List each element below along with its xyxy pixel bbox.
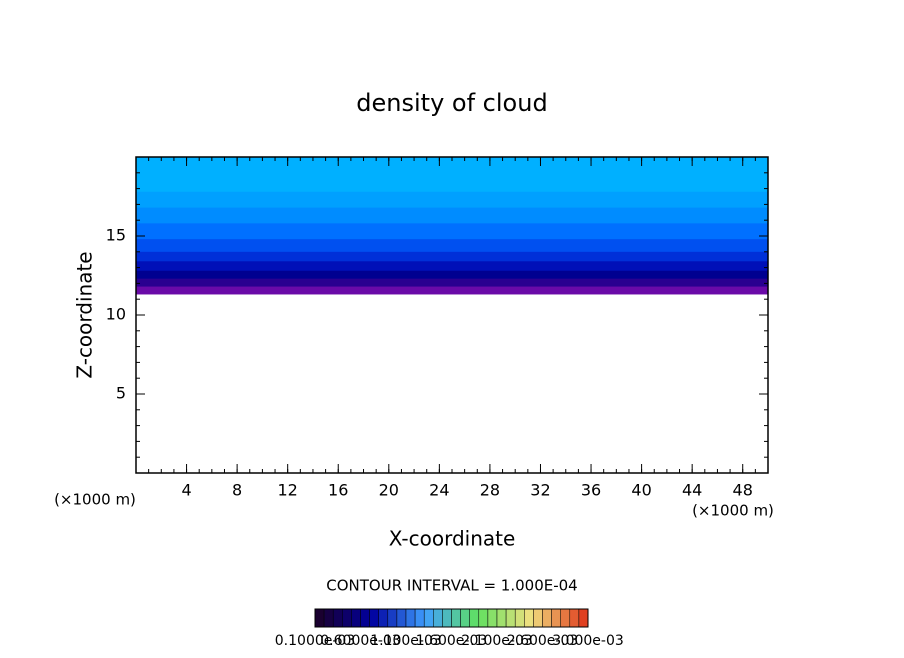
colorbar-cell: [387, 608, 398, 628]
colorbar-cell: [405, 608, 416, 628]
x-tick-label: 32: [530, 481, 550, 500]
y-axis-label: Z-coordinate: [73, 251, 97, 378]
colorbar-label: 2.100e-03: [461, 633, 533, 649]
colorbar-label: 1.100e-03: [370, 633, 442, 649]
colorbar-cell: [451, 608, 461, 628]
colorbar-cell: [396, 608, 407, 628]
colorbar-cell: [496, 608, 507, 628]
x-tick-label: 4: [181, 481, 191, 500]
colorbar-cell: [342, 608, 352, 628]
colorbar-cell: [469, 608, 480, 628]
x-tick-label: 24: [429, 481, 449, 500]
colorbar-cell: [332, 608, 343, 628]
y-tick-label: 10: [106, 305, 126, 324]
colorbar-cell: [360, 608, 370, 628]
x-tick-label: 12: [278, 481, 298, 500]
colorbar-frame: [314, 608, 589, 628]
colorbar-label: 0.6000e-03: [320, 633, 400, 649]
colorbar-cell: [569, 608, 580, 628]
colorbar-cell: [414, 608, 425, 628]
colorbar-cell: [505, 608, 516, 628]
colorbar-cell: [578, 608, 589, 628]
colorbar-label: 1.600e-03: [416, 633, 488, 649]
colorbar-cell: [524, 608, 534, 628]
colorbar-cell: [533, 608, 543, 628]
x-tick-label: 28: [480, 481, 500, 500]
x-unit: (×1000 m): [692, 502, 774, 520]
colorbar-cell: [433, 608, 443, 628]
colorbar-cell: [442, 608, 452, 628]
colorbar-cell: [369, 608, 379, 628]
x-tick-label: 40: [631, 481, 651, 500]
colorbar-cell: [460, 608, 470, 628]
colorbar-cell: [487, 608, 498, 628]
x-tick-label: 36: [581, 481, 601, 500]
contour-interval: CONTOUR INTERVAL = 1.000E-04: [326, 577, 577, 595]
y-unit: (×1000 m): [54, 491, 136, 509]
x-tick-label: 20: [379, 481, 399, 500]
colorbar-cell: [478, 608, 489, 628]
colorbar-label: 0.1000e-03: [275, 633, 355, 649]
colorbar-cell: [551, 608, 561, 628]
colorbar-cell: [351, 608, 361, 628]
x-tick-label: 48: [733, 481, 753, 500]
colorbar-cell: [423, 608, 434, 628]
colorbar-cell: [323, 608, 334, 628]
colorbar-cell: [560, 608, 571, 628]
chart-title: density of cloud: [356, 89, 547, 117]
colorbar-cell: [514, 608, 525, 628]
x-tick-label: 44: [682, 481, 702, 500]
colorbar-cell: [314, 608, 325, 628]
colorbar-label: 2.600e-03: [507, 633, 579, 649]
y-tick-label: 15: [106, 226, 126, 245]
colorbar-cell: [542, 608, 552, 628]
x-tick-label: 8: [232, 481, 242, 500]
x-tick-label: 16: [328, 481, 348, 500]
x-axis-label: X-coordinate: [389, 527, 516, 551]
colorbar-cell: [378, 608, 389, 628]
contour-band: [136, 157, 768, 192]
colorbar-label: 3.000e-03: [552, 633, 624, 649]
y-tick-label: 5: [116, 384, 126, 403]
